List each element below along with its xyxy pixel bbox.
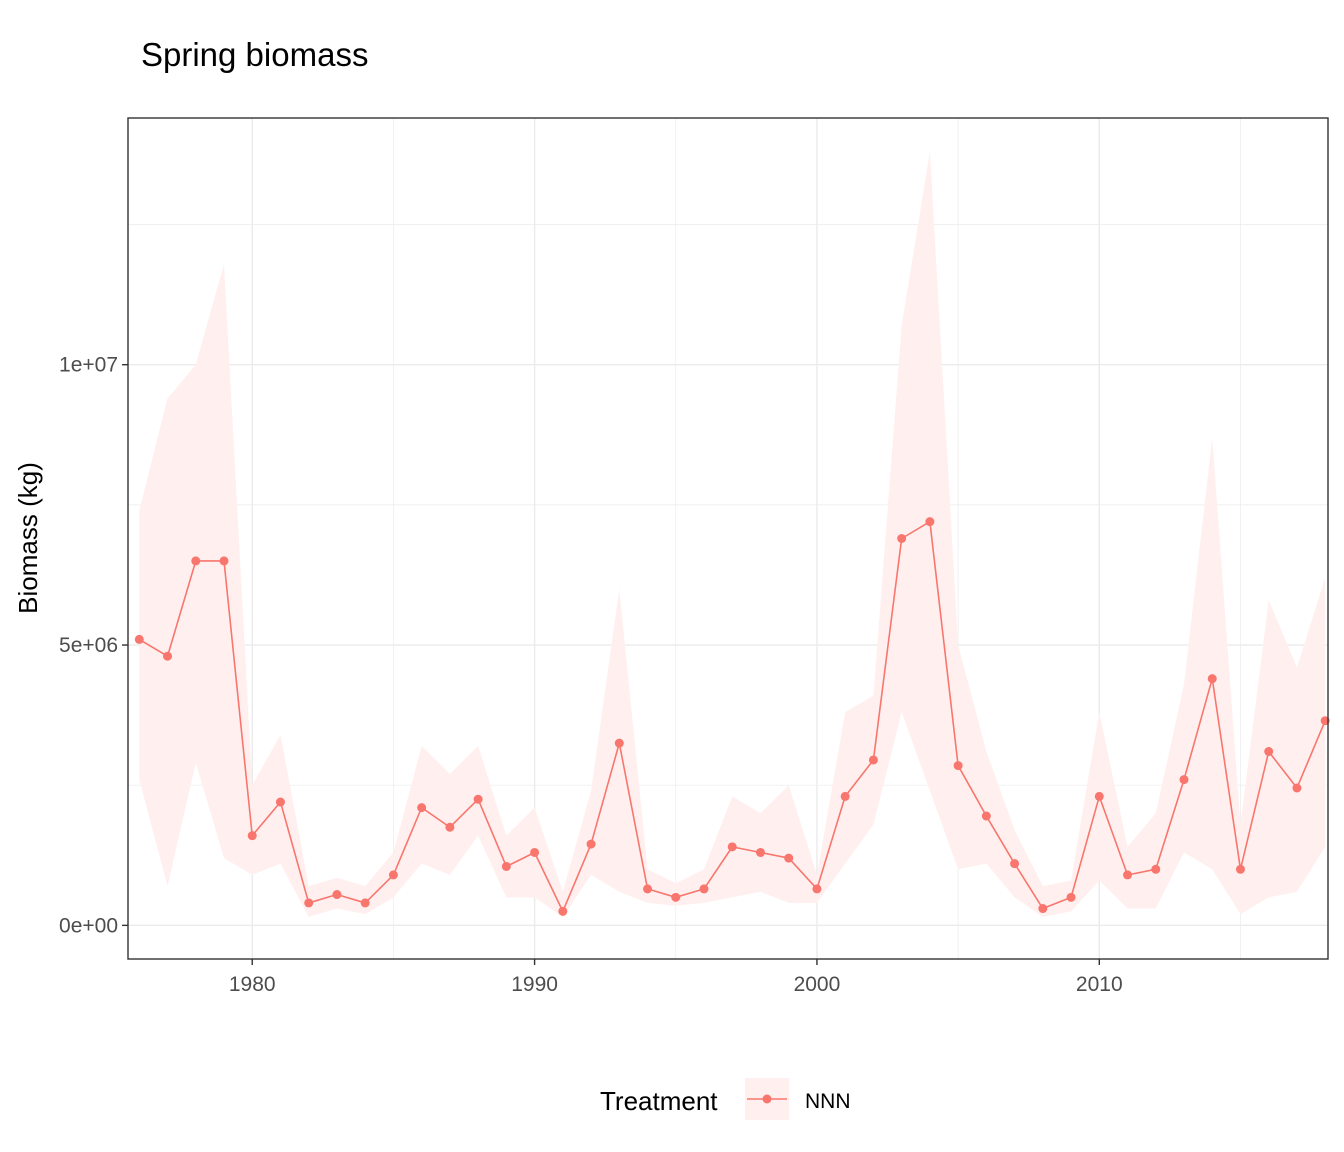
x-tick-label: 2010	[1076, 973, 1123, 996]
x-tick-label: 2000	[794, 973, 841, 996]
data-point	[1123, 870, 1133, 880]
data-point	[1179, 775, 1189, 785]
chart-title: Spring biomass	[141, 36, 368, 73]
data-point	[304, 898, 314, 908]
data-point	[840, 791, 850, 801]
data-point	[558, 906, 568, 916]
y-tick-label: 0e+00	[59, 914, 118, 937]
data-point	[530, 847, 540, 857]
data-point	[191, 556, 201, 566]
series-points-layer	[134, 517, 1330, 916]
data-point	[445, 822, 455, 832]
y-tick-label: 5e+06	[59, 634, 118, 657]
data-point	[1207, 674, 1217, 684]
data-point	[868, 755, 878, 765]
data-point	[360, 898, 370, 908]
data-point	[388, 870, 398, 880]
data-point	[1264, 747, 1274, 757]
x-tick-label: 1980	[229, 973, 276, 996]
data-point	[1151, 864, 1161, 874]
data-point	[332, 890, 342, 900]
data-point	[275, 797, 285, 807]
data-point	[1292, 783, 1302, 793]
data-point	[1094, 791, 1104, 801]
data-point	[1235, 864, 1245, 874]
data-point	[784, 853, 794, 863]
data-point	[163, 651, 173, 661]
data-point	[1010, 859, 1020, 869]
confidence-ribbon	[139, 151, 1326, 917]
y-tick-label: 1e+07	[59, 354, 118, 377]
data-point	[981, 811, 991, 821]
y-axis-title: Biomass (kg)	[13, 462, 43, 614]
data-point	[417, 803, 427, 813]
grid-major	[128, 118, 1328, 959]
data-point	[501, 861, 511, 871]
data-point	[614, 738, 624, 748]
legend-item-label: NNN	[805, 1090, 851, 1113]
data-point	[727, 842, 737, 852]
data-point	[247, 831, 257, 841]
panel-border	[127, 117, 1329, 960]
legend-key-point	[762, 1094, 772, 1104]
data-point	[219, 556, 229, 566]
data-point	[925, 517, 935, 527]
data-point	[1066, 892, 1076, 902]
x-tick-label: 1990	[511, 973, 558, 996]
data-point	[1038, 904, 1048, 914]
data-point	[134, 634, 144, 644]
data-point	[586, 839, 596, 849]
data-point	[699, 884, 709, 894]
confidence-ribbon-layer	[139, 151, 1326, 917]
data-point	[671, 892, 681, 902]
data-point	[812, 884, 822, 894]
data-point	[897, 534, 907, 543]
x-axis: 1980 1990 2000 2010	[229, 959, 1123, 996]
data-point	[643, 884, 653, 894]
legend: Treatment NNN	[600, 1078, 851, 1120]
data-point	[953, 761, 963, 771]
data-point	[473, 794, 483, 804]
y-axis: 0e+00 5e+06 1e+07	[59, 354, 128, 937]
grid-minor	[128, 118, 1328, 959]
data-point	[755, 847, 765, 857]
legend-title: Treatment	[600, 1086, 718, 1116]
